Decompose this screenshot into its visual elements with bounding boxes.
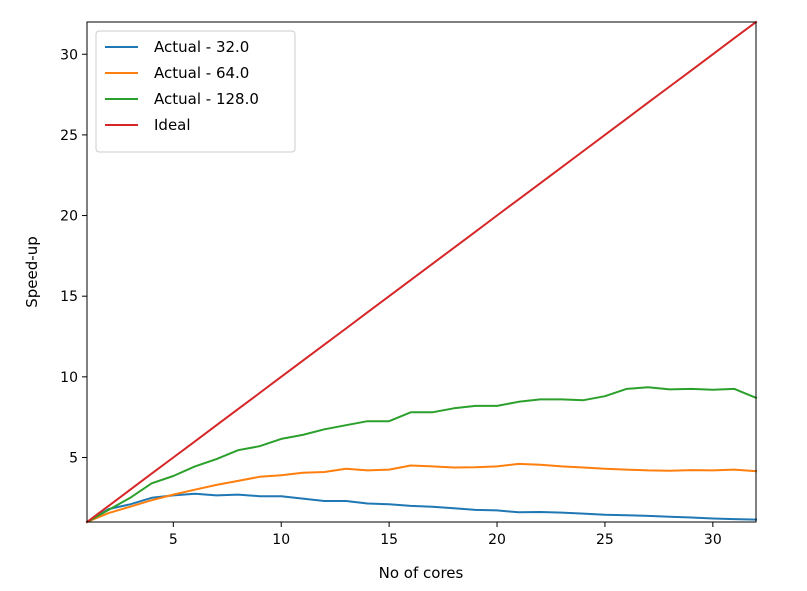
y-tick-label: 10 [60,370,78,386]
y-tick-label: 5 [69,450,78,466]
legend-label-actual-64-0: Actual - 64.0 [154,64,249,82]
x-tick-label: 15 [380,532,398,548]
legend-label-actual-128-0: Actual - 128.0 [154,90,259,108]
series-line-actual-32-0 [85,492,758,524]
plot-lines [85,20,758,524]
legend-box [95,30,296,153]
legend-label-ideal: Ideal [154,116,191,134]
y-tick-label: 30 [60,47,78,63]
series-line-ideal [85,20,758,524]
y-axis-label: Speed-up [23,236,41,307]
plot-frame [86,21,757,523]
y-axis-ticks: 5 10 15 20 25 30 [60,47,87,466]
x-axis-ticks: 5 10 15 20 25 30 [169,522,722,548]
series-line-actual-128-0 [85,386,758,524]
x-tick-label: 25 [596,532,614,548]
x-tick-label: 30 [704,532,722,548]
series-line-actual-64-0 [85,462,758,524]
x-tick-label: 10 [272,532,290,548]
y-tick-label: 25 [60,128,78,144]
y-tick-label: 15 [60,289,78,305]
legend-label-actual-32-0: Actual - 32.0 [154,38,249,56]
x-axis-label: No of cores [379,564,464,582]
x-tick-label: 20 [488,532,506,548]
x-tick-label: 5 [169,532,178,548]
legend: Actual - 32.0 Actual - 64.0 Actual - 128.0… [95,30,296,153]
y-tick-label: 20 [60,209,78,225]
